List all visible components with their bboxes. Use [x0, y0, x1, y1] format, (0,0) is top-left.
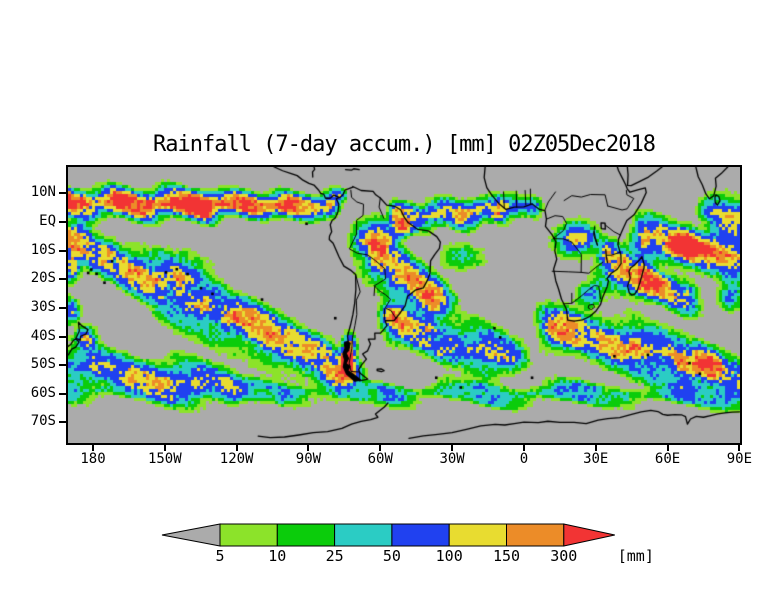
- lat-tick: [59, 392, 66, 395]
- lat-tick: [59, 421, 66, 424]
- colorbar-tick-label: 50: [383, 547, 401, 565]
- lat-tick-label: 10S: [30, 241, 56, 258]
- colorbar-tick-label: 150: [493, 547, 520, 565]
- lat-tick: [59, 335, 66, 338]
- colorbar-tick-label: 300: [550, 547, 577, 565]
- lon-tick-label: 90W: [295, 451, 322, 467]
- lat-tick-label: 10N: [30, 184, 56, 201]
- colorbar-tick-label: 100: [436, 547, 463, 565]
- lat-tick-label: 60S: [30, 384, 56, 401]
- lon-tick: [666, 445, 669, 451]
- lon-tick: [163, 445, 166, 451]
- colorbar-segment: [219, 523, 278, 547]
- colorbar-tick-label: 5: [215, 547, 224, 565]
- lon-tick-label: 30E: [583, 451, 609, 467]
- lon-tick-label: 90E: [726, 451, 753, 467]
- lat-tick: [59, 249, 66, 252]
- lon-tick-label: 150W: [147, 451, 182, 467]
- colorbar-tick-label: 10: [268, 547, 286, 565]
- lon-tick: [235, 445, 238, 451]
- rainfall-colorbar: 5 10 25 50 100 150 300 [mm]: [158, 518, 698, 572]
- lon-tick-label: 180: [80, 451, 106, 467]
- lat-tick-label: 20S: [30, 270, 56, 287]
- colorbar-svg: 5 10 25 50 100 150 300 [mm]: [161, 523, 654, 565]
- lon-tick-label: 60W: [367, 451, 393, 467]
- colorbar-segment: [448, 523, 508, 547]
- colorbar-segment: [506, 523, 565, 547]
- colorbar-unit-label: [mm]: [618, 547, 654, 565]
- lat-tick-label: 40S: [30, 327, 56, 344]
- lon-tick-label: 30W: [439, 451, 465, 467]
- map-frame: [66, 165, 742, 445]
- colorbar-segment: [276, 523, 336, 547]
- lat-tick-label: 70S: [30, 413, 56, 430]
- lon-tick: [451, 445, 454, 451]
- lon-tick: [307, 445, 310, 451]
- lon-tick: [738, 445, 741, 451]
- colorbar-below-arrow: [161, 523, 221, 547]
- lon-tick: [594, 445, 597, 451]
- rainfall-map-canvas: [68, 167, 740, 443]
- lon-tick-label: 0: [519, 451, 529, 467]
- lat-tick: [59, 306, 66, 309]
- lon-tick: [522, 445, 525, 451]
- colorbar-segment: [391, 523, 450, 547]
- chart-title: Rainfall (7-day accum.) [mm] 02Z05Dec201…: [152, 132, 656, 157]
- colorbar-tick-label: 25: [326, 547, 344, 565]
- colorbar-segment: [334, 523, 393, 547]
- lat-tick: [59, 221, 66, 223]
- colorbar-above-arrow: [563, 523, 615, 547]
- lat-tick-label: 50S: [30, 356, 56, 373]
- lon-tick-label: 60E: [654, 451, 681, 467]
- lon-tick-label: 120W: [219, 451, 254, 467]
- lat-tick-label: EQ: [39, 213, 56, 229]
- lat-tick: [59, 192, 66, 195]
- lat-tick: [59, 278, 66, 281]
- lon-tick: [92, 445, 94, 451]
- lat-tick-label: 30S: [30, 298, 56, 315]
- lon-tick: [379, 445, 382, 451]
- lat-tick: [59, 364, 66, 367]
